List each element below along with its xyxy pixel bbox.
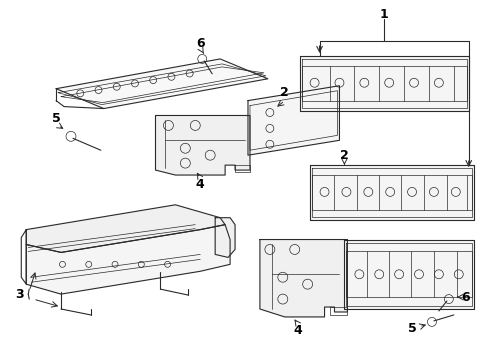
Polygon shape <box>344 239 474 309</box>
Polygon shape <box>310 165 474 220</box>
Polygon shape <box>300 56 469 111</box>
Text: 4: 4 <box>196 179 205 192</box>
Text: 5: 5 <box>52 112 60 125</box>
Text: 5: 5 <box>408 322 417 336</box>
Polygon shape <box>248 86 340 155</box>
Text: 6: 6 <box>461 291 469 303</box>
Polygon shape <box>215 218 235 257</box>
Text: 1: 1 <box>380 8 389 21</box>
Polygon shape <box>56 59 268 109</box>
Polygon shape <box>260 239 347 317</box>
Polygon shape <box>155 116 250 175</box>
Text: 4: 4 <box>294 324 302 337</box>
Polygon shape <box>26 225 230 294</box>
Text: 2: 2 <box>340 149 349 162</box>
Text: 6: 6 <box>196 37 204 50</box>
Polygon shape <box>26 205 225 252</box>
Text: 3: 3 <box>15 288 24 301</box>
Text: 2: 2 <box>280 86 289 99</box>
